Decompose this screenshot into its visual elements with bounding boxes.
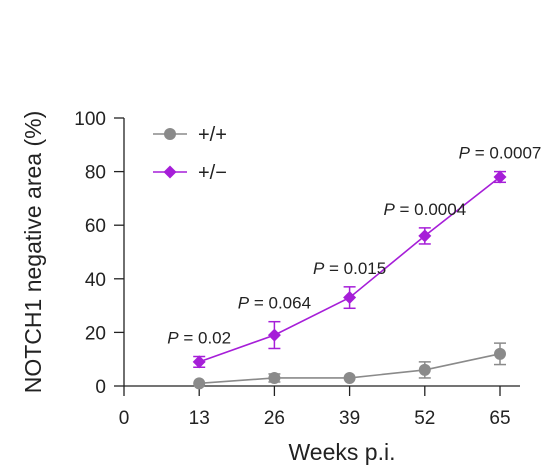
data-point <box>192 355 206 369</box>
x-axis: 0 13 26 39 52 65 <box>119 385 520 429</box>
legend-entry: +/− <box>153 162 227 184</box>
p-value-label: P = 0.0007 <box>459 144 542 163</box>
y-axis-title: NOTCH1 negative area (%) <box>20 111 46 394</box>
y-tick-label: 40 <box>85 270 106 291</box>
data-point <box>268 371 281 384</box>
p-value-label: P = 0.0004 <box>383 200 466 219</box>
y-tick-label: 80 <box>85 163 106 184</box>
p-symbol: P <box>238 294 250 313</box>
y-tick-label: 60 <box>85 216 106 237</box>
x-tick-label: 39 <box>339 408 360 429</box>
p-symbol: P <box>167 329 179 348</box>
p-value: = 0.02 <box>179 329 231 348</box>
y-axis: 0 20 40 60 80 100 <box>74 109 125 398</box>
y-tick-label: 20 <box>85 323 106 344</box>
p-symbol: P <box>383 200 395 219</box>
data-point <box>343 371 356 384</box>
data-point <box>193 377 206 390</box>
x-tick-label: 0 <box>119 408 130 429</box>
data-point <box>418 363 431 376</box>
p-value-label: P = 0.02 <box>167 329 231 348</box>
p-symbol: P <box>313 259 325 278</box>
data-point <box>493 170 507 184</box>
data-point <box>494 347 506 360</box>
x-axis-title: Weeks p.i. <box>289 439 396 465</box>
legend-label: +/+ <box>198 124 227 146</box>
y-tick-label: 0 <box>95 377 106 398</box>
p-symbol: P <box>459 144 471 163</box>
legend-label: +/− <box>198 162 227 184</box>
p-value: = 0.064 <box>249 294 311 313</box>
legend-marker <box>164 128 176 140</box>
data-point <box>267 328 281 342</box>
x-tick-label: 26 <box>264 408 285 429</box>
p-value: = 0.0007 <box>470 144 541 163</box>
y-tick-label: 100 <box>74 109 106 130</box>
p-value: = 0.0004 <box>395 200 466 219</box>
legend-entry: +/+ <box>153 124 227 146</box>
x-tick-label: 13 <box>189 408 210 429</box>
x-tick-label: 52 <box>414 408 435 429</box>
p-value-label: P = 0.015 <box>313 259 386 278</box>
x-tick-label: 65 <box>489 408 510 429</box>
legend: +/+ +/− <box>153 124 227 184</box>
series-heterozygous <box>192 170 507 369</box>
p-value: = 0.015 <box>324 259 386 278</box>
data-point <box>343 291 357 305</box>
p-value-label: P = 0.064 <box>238 294 311 313</box>
legend-marker <box>163 165 177 179</box>
series-wild-type <box>193 342 506 390</box>
plot-area <box>192 170 507 390</box>
data-point <box>418 229 432 243</box>
